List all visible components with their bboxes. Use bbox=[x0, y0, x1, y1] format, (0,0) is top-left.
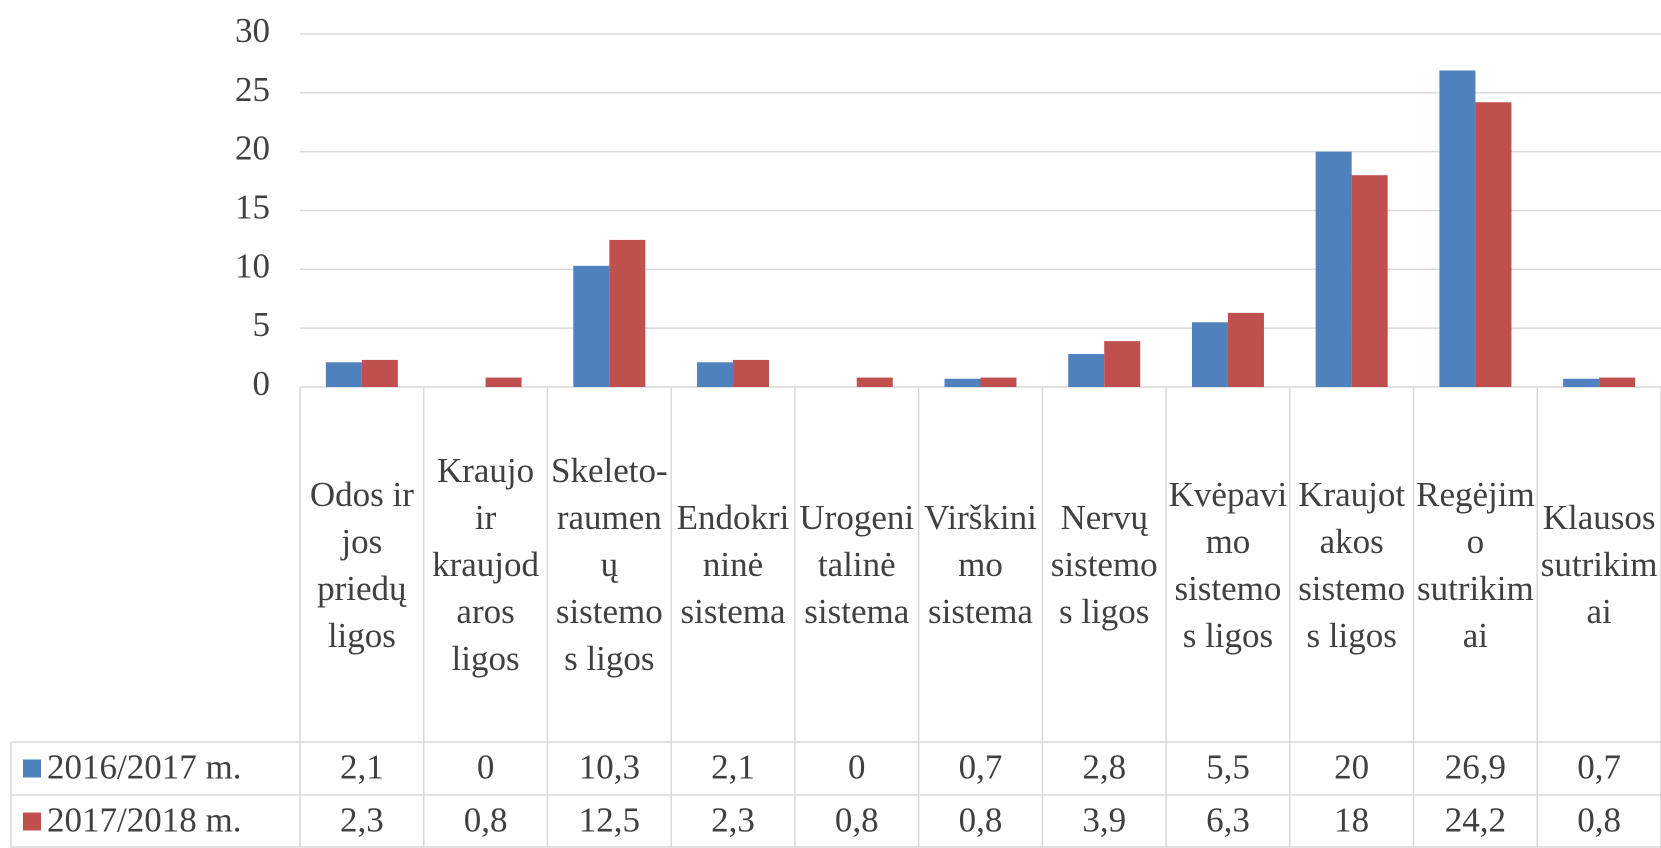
bar bbox=[573, 265, 610, 387]
table-value: 18 bbox=[1334, 801, 1369, 840]
x-tick-label-box: Endokrininė sistema bbox=[676, 498, 790, 631]
y-tick-label: 25 bbox=[235, 70, 270, 109]
bar bbox=[1104, 341, 1141, 387]
x-tick-label-box: Kraujotakos sistemos ligos bbox=[1298, 474, 1406, 655]
x-tick-label-box: Klausos sutrikimai bbox=[1540, 498, 1658, 631]
table-value: 0,7 bbox=[1577, 748, 1621, 787]
table-value: 6,3 bbox=[1206, 801, 1250, 840]
y-tick-label: 5 bbox=[253, 305, 271, 344]
table-value: 10,3 bbox=[579, 748, 640, 787]
bar bbox=[609, 239, 646, 387]
bar bbox=[1563, 378, 1600, 387]
x-tick-label: Urogenitalinė sistema bbox=[799, 498, 915, 631]
legend-label: 2016/2017 m. bbox=[47, 748, 241, 787]
bar bbox=[325, 362, 362, 387]
x-tick-label-box: Skeleto-raumenų sistemos ligos bbox=[550, 451, 668, 678]
x-tick-label-box: Virškinimo sistema bbox=[924, 498, 1037, 631]
bar bbox=[856, 377, 893, 387]
bar bbox=[1191, 322, 1228, 387]
table-value: 26,9 bbox=[1445, 748, 1506, 787]
bar bbox=[1315, 151, 1352, 387]
bar bbox=[1599, 377, 1636, 387]
table-value: 0 bbox=[848, 748, 866, 787]
bar bbox=[1227, 312, 1264, 387]
bar bbox=[1439, 70, 1476, 387]
table-value: 2,8 bbox=[1082, 748, 1126, 787]
y-tick-label: 10 bbox=[235, 246, 270, 285]
x-tick-label: Odos ir jos priedų ligos bbox=[309, 474, 414, 655]
x-tick-label: Regėjimo sutrikimai bbox=[1416, 474, 1535, 655]
bar bbox=[1351, 175, 1388, 387]
x-tick-label-box: Nervų sistemos ligos bbox=[1050, 498, 1158, 631]
table-value: 0,7 bbox=[959, 748, 1003, 787]
x-tick-label: Klausos sutrikimai bbox=[1540, 498, 1658, 631]
legend-label: 2017/2018 m. bbox=[47, 801, 241, 840]
table-value: 0,8 bbox=[464, 801, 508, 840]
x-tick-label: Virškinimo sistema bbox=[924, 498, 1037, 631]
y-tick-label: 0 bbox=[253, 364, 271, 403]
x-tick-label: Kvėpavimo sistemos ligos bbox=[1168, 474, 1288, 655]
table-value: 20 bbox=[1334, 748, 1369, 787]
table-value: 2,3 bbox=[340, 801, 384, 840]
bar bbox=[697, 362, 734, 387]
legend-swatch bbox=[23, 759, 41, 778]
bar bbox=[1475, 102, 1512, 387]
table-value: 2,1 bbox=[711, 748, 755, 787]
table-value: 2,1 bbox=[340, 748, 384, 787]
table-value: 0,8 bbox=[1577, 801, 1621, 840]
x-tick-label: Endokrininė sistema bbox=[676, 498, 790, 631]
bar bbox=[485, 377, 522, 387]
legend-swatch bbox=[23, 812, 41, 831]
x-tick-label: Nervų sistemos ligos bbox=[1050, 498, 1158, 631]
table-value: 2,3 bbox=[711, 801, 755, 840]
x-tick-label-box: Odos ir jos priedų ligos bbox=[309, 474, 414, 655]
table-value: 24,2 bbox=[1445, 801, 1506, 840]
table-value: 5,5 bbox=[1206, 748, 1250, 787]
y-tick-label: 30 bbox=[235, 11, 270, 50]
bar bbox=[1068, 354, 1105, 387]
bar bbox=[361, 359, 398, 387]
x-tick-label-box: Kraujo ir kraujodaros ligos bbox=[432, 451, 540, 678]
table-value: 0,8 bbox=[959, 801, 1003, 840]
x-tick-label-box: Kvėpavimo sistemos ligos bbox=[1168, 474, 1288, 655]
table-value: 0 bbox=[477, 748, 495, 787]
x-tick-label-box: Regėjimo sutrikimai bbox=[1416, 474, 1535, 655]
bar bbox=[733, 359, 770, 387]
table-value: 12,5 bbox=[579, 801, 640, 840]
y-tick-label: 20 bbox=[235, 129, 270, 168]
table-value: 3,9 bbox=[1082, 801, 1126, 840]
bar bbox=[944, 378, 981, 387]
bar bbox=[980, 377, 1017, 387]
x-tick-label-box: Urogenitalinė sistema bbox=[799, 498, 915, 631]
x-tick-label: Skeleto-raumenų sistemos ligos bbox=[550, 451, 668, 678]
y-tick-label: 15 bbox=[235, 188, 270, 227]
x-tick-label: Kraujotakos sistemos ligos bbox=[1298, 474, 1406, 655]
table-value: 0,8 bbox=[835, 801, 879, 840]
x-tick-label: Kraujo ir kraujodaros ligos bbox=[432, 451, 540, 678]
